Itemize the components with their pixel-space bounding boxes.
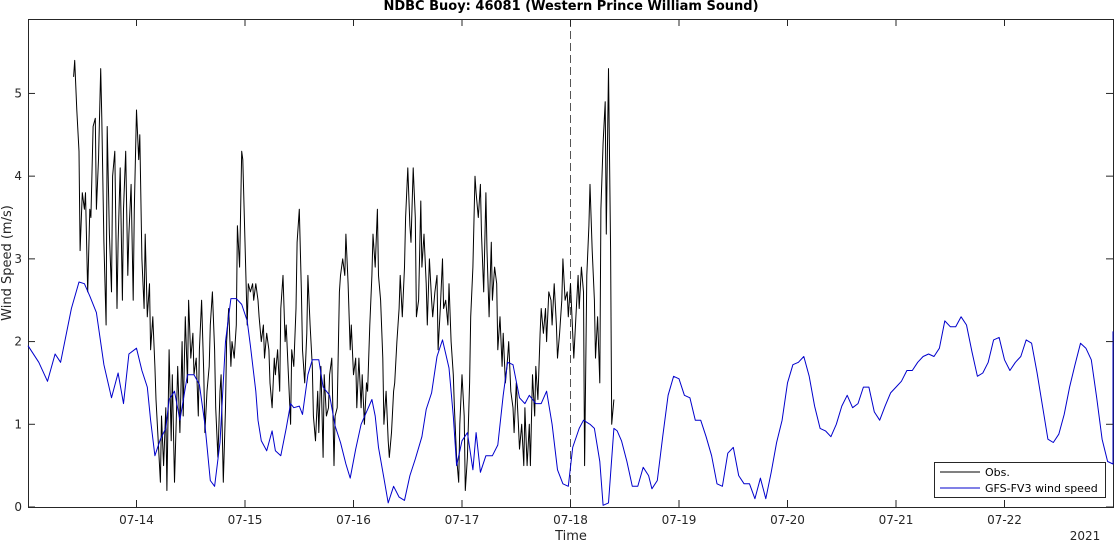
x-tick-label: 07-15 [228, 513, 263, 527]
x-tick-label: 07-22 [987, 513, 1022, 527]
legend-box [934, 462, 1106, 498]
x-tick-label: 07-14 [119, 513, 154, 527]
x-axis-year-label: 2021 [1070, 529, 1101, 541]
y-tick-label: 1 [14, 417, 22, 431]
legend-label-gfs: GFS-FV3 wind speed [985, 482, 1098, 495]
y-tick-label: 5 [14, 86, 22, 100]
series-line-0 [73, 59, 615, 491]
x-tick-label: 07-18 [553, 513, 588, 527]
chart-title: NDBC Buoy: 46081 (Western Prince William… [383, 0, 758, 14]
legend-label-obs: Obs. [985, 466, 1010, 479]
y-tick-label: 0 [14, 500, 22, 514]
legend: Obs. GFS-FV3 wind speed [934, 462, 1106, 498]
y-tick-label: 3 [14, 252, 22, 266]
x-tick-label: 07-16 [336, 513, 371, 527]
y-tick-label: 2 [14, 335, 22, 349]
series-layer [27, 59, 1114, 506]
x-tick-label: 07-20 [770, 513, 805, 527]
y-axis-label: Wind Speed (m/s) [0, 205, 15, 321]
x-tick-label: 07-19 [662, 513, 697, 527]
x-tick-label: 07-17 [445, 513, 480, 527]
y-tick-label: 4 [14, 169, 22, 183]
x-axis: 07-14 07-15 07-16 07-17 07-18 07-19 07-20 07-21… [119, 19, 1022, 527]
y-axis: 0 1 2 3 4 5 [14, 86, 1113, 514]
x-tick-label: 07-21 [879, 513, 914, 527]
x-axis-label: Time [554, 529, 587, 541]
series-line-1 [27, 281, 1114, 506]
